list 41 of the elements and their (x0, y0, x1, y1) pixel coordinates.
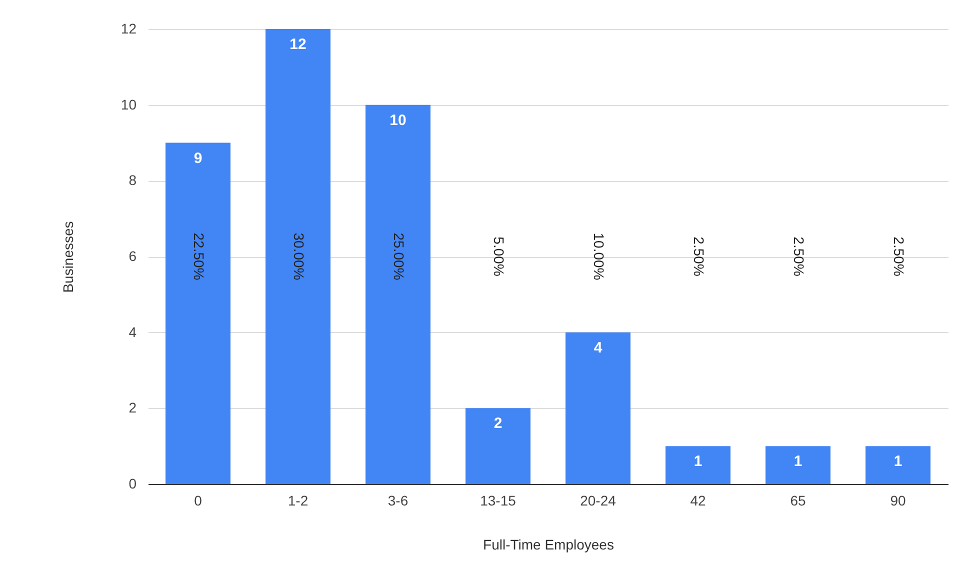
bar (566, 332, 630, 484)
bar (766, 446, 830, 484)
annotation: 5.00% (491, 236, 507, 276)
annotation: 22.50% (191, 232, 207, 280)
x-tick-label: 13-15 (480, 492, 516, 508)
y-tick-label: 0 (128, 476, 137, 492)
bar (366, 104, 430, 484)
bar (866, 446, 930, 484)
data-label: 1 (694, 453, 702, 470)
bar (466, 408, 530, 484)
annotation: 30.00% (291, 232, 307, 280)
data-label: 12 (290, 36, 306, 53)
bar (666, 446, 730, 484)
annotation: 10.00% (591, 232, 607, 280)
x-tick-label: 65 (790, 492, 806, 508)
x-tick-label: 3-6 (388, 492, 408, 508)
y-tick-label: 2 (128, 400, 137, 416)
data-label: 10 (390, 112, 406, 129)
x-tick-label: 20-24 (580, 492, 616, 508)
x-axis-title: Full-Time Employees (483, 536, 614, 552)
y-tick-label: 6 (128, 248, 137, 264)
data-label: 9 (194, 150, 202, 167)
data-label: 1 (894, 453, 902, 470)
bar (266, 29, 330, 484)
bar (166, 142, 230, 484)
x-tick-label: 0 (194, 492, 202, 508)
x-tick-label: 42 (690, 492, 706, 508)
annotation: 2.50% (791, 236, 807, 276)
x-tick-label: 1-2 (288, 492, 308, 508)
x-tick-label: 90 (890, 492, 906, 508)
annotation: 2.50% (691, 236, 707, 276)
data-label: 4 (594, 339, 603, 356)
y-tick-label: 10 (120, 96, 137, 112)
y-tick-label: 4 (128, 324, 137, 340)
y-axis-title: Businesses (60, 221, 76, 293)
y-tick-label: 12 (120, 20, 137, 36)
data-label: 2 (494, 415, 502, 432)
annotation: 2.50% (891, 236, 907, 276)
annotation: 25.00% (391, 232, 407, 280)
data-label: 1 (794, 453, 802, 470)
y-tick-label: 8 (128, 172, 137, 188)
